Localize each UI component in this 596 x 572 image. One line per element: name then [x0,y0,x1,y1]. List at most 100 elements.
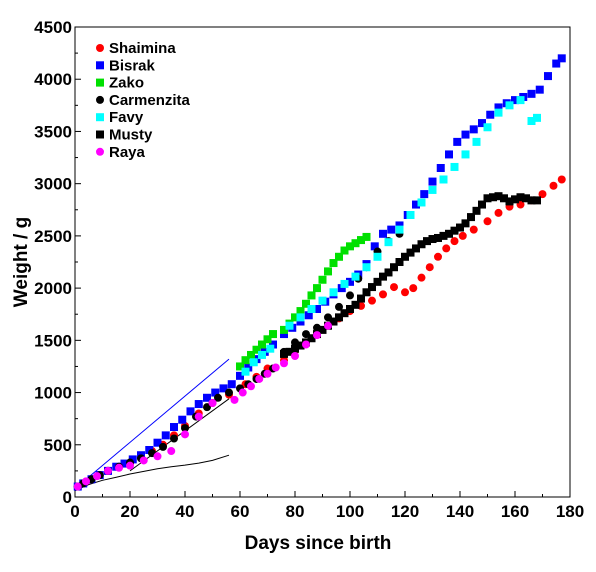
legend-item-raya: Raya [96,144,146,161]
data-point [511,195,519,204]
x-tick-label: 40 [176,502,195,521]
data-point [324,321,332,330]
data-point [511,96,519,105]
series-favy [241,96,541,376]
series-zako [236,232,371,371]
legend-label: Favy [109,109,144,126]
data-point [527,89,536,98]
data-point [104,466,112,475]
x-tick-label: 180 [556,502,584,521]
series-raya [73,321,332,491]
data-point [225,388,233,397]
data-point [263,369,272,378]
data-point [450,237,459,246]
data-point [420,190,429,199]
data-point [313,284,321,293]
data-point [340,309,349,318]
data-point [304,311,313,320]
legend: ShaiminaBisrakZakoCarmenzitaFavyMustyRay… [96,40,191,161]
data-point [442,244,451,253]
legend-item-musty: Musty [96,127,153,144]
data-point [313,331,321,340]
legend-marker [96,113,104,122]
data-point [335,252,343,261]
data-point [469,225,478,234]
data-point [557,175,566,184]
legend-marker [96,78,104,87]
fit-line [74,454,230,492]
data-point [307,291,316,300]
data-point [373,277,382,286]
data-point [387,225,396,234]
data-point [478,119,486,128]
data-point [258,350,266,359]
data-point [255,374,264,383]
fit-line [74,358,230,489]
data-point [241,356,250,365]
x-axis-title: Days since birth [245,533,392,554]
data-point [291,313,299,322]
x-tick-label: 20 [121,502,140,521]
data-point [244,363,253,372]
data-point [329,317,338,326]
data-point [236,371,244,380]
data-point [544,72,552,81]
data-point [472,137,481,146]
y-tick-label: 2500 [34,227,72,246]
data-point [351,272,360,281]
data-point [549,181,558,190]
y-tick-label: 0 [63,488,72,507]
data-point [362,263,371,272]
data-point [249,358,258,367]
data-point [557,54,566,63]
data-point [535,85,544,94]
data-point [461,150,470,159]
data-point [368,283,376,292]
legend-label: Musty [109,127,153,144]
data-point [395,225,404,234]
y-axis: 0 500 1000 1500 2000 2500 3000 3500 4000 4500 [34,18,81,507]
data-point [494,103,503,112]
data-point [412,200,420,209]
data-point [346,291,354,300]
data-point [203,403,211,412]
data-point [313,305,321,313]
data-point [296,317,305,326]
data-point [139,456,148,465]
data-point [247,350,255,359]
x-tick-label: 100 [336,502,364,521]
data-point [439,231,448,240]
data-point [159,442,167,451]
data-point [258,340,266,349]
data-point [423,237,431,246]
data-point [390,283,398,292]
legend-label: Raya [109,144,146,161]
data-point [467,213,475,222]
series-carmenzita [73,229,404,491]
data-point [236,362,244,371]
legend-marker [96,44,104,52]
data-point [73,482,82,491]
data-point [291,352,299,360]
y-tick-label: 4500 [34,18,72,37]
x-tick-label: 60 [231,502,250,521]
data-point [494,192,503,201]
data-point [285,347,294,356]
data-point [486,110,495,119]
data-point [522,194,530,203]
data-point [505,101,514,110]
data-point [357,236,365,245]
data-point [93,472,101,481]
data-point [401,252,409,261]
data-point [395,258,404,266]
data-point [458,231,467,240]
data-point [346,277,354,286]
data-point [194,412,203,421]
data-point [428,235,437,244]
data-point [161,431,170,440]
legend-marker [96,130,104,139]
data-point [340,246,349,255]
data-point [307,334,316,343]
legend-marker [96,95,104,104]
data-point [230,395,239,404]
